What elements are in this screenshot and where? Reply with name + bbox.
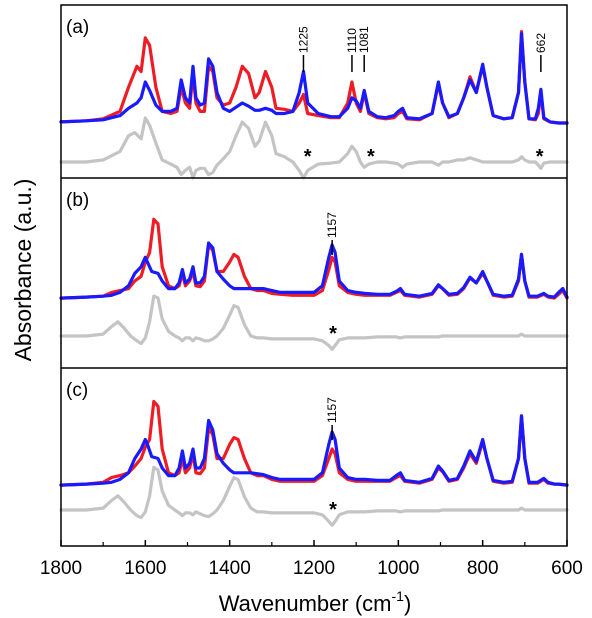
series-line-blue: [59, 241, 569, 300]
series-line-gray: [59, 294, 569, 351]
x-tick-label: 600: [551, 558, 583, 579]
annotation-label: 1110: [345, 28, 359, 53]
series-line-gray: [59, 116, 569, 180]
panel-label: (b): [66, 190, 89, 211]
star-marker: *: [329, 499, 337, 521]
panel-label: (a): [66, 17, 89, 38]
x-tick-label: 800: [467, 558, 499, 579]
x-axis: 1800 1600 1400 1200 1000 800 600: [40, 540, 583, 579]
x-tick-label: 1800: [40, 558, 82, 579]
panel-label: (c): [66, 380, 88, 401]
star-marker: *: [536, 146, 544, 168]
annotation-label: 1225: [296, 26, 310, 53]
x-axis-label-superscript: -1: [392, 588, 405, 604]
panel-b: (b) 1157 *: [59, 190, 569, 351]
x-tick-label: 1400: [209, 558, 251, 579]
series-line-blue: [59, 32, 569, 125]
series-line-gray: [59, 465, 569, 527]
y-axis-label: Absorbance (a.u.): [10, 179, 36, 362]
star-marker: *: [304, 146, 312, 168]
x-axis-label-main: Wavenumber (cm: [219, 591, 392, 616]
x-tick-label: 1600: [124, 558, 166, 579]
x-tick-label: 1200: [293, 558, 335, 579]
annotation-label: 662: [534, 33, 548, 53]
star-marker: *: [367, 146, 375, 168]
annotation-label: 1081: [357, 26, 371, 53]
panel-c: (c) 1157 *: [59, 380, 569, 527]
annotation-label: 1157: [325, 397, 339, 423]
x-axis-label-close: ): [404, 591, 411, 616]
annotation-label: 1157: [325, 212, 339, 238]
x-tick-label: 1000: [377, 558, 419, 579]
x-axis-label: Wavenumber (cm-1): [219, 588, 412, 616]
star-marker: *: [329, 323, 337, 345]
series-line-blue: [59, 414, 569, 487]
